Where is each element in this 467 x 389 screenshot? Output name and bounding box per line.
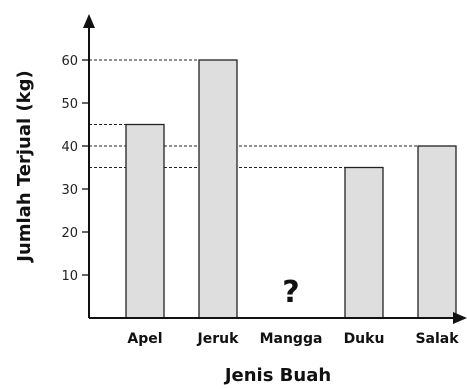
unknown-value-marker: ? bbox=[282, 275, 299, 310]
y-tick-label-10: 10 bbox=[61, 269, 78, 284]
x-category-label-jeruk: Jeruk bbox=[197, 331, 240, 347]
x-category-label-mangga: Mangga bbox=[260, 331, 323, 347]
x-category-labels: Apel Jeruk Mangga Duku Salak bbox=[127, 331, 459, 347]
bar-salak bbox=[417, 145, 457, 319]
y-ticks: 10 20 30 40 50 60 bbox=[61, 54, 89, 284]
bar-apel bbox=[125, 123, 165, 319]
y-tick-label-60: 60 bbox=[61, 54, 78, 69]
x-category-label-salak: Salak bbox=[415, 331, 459, 347]
x-axis-title: Jenis Buah bbox=[223, 365, 331, 386]
x-axis-arrow-icon bbox=[453, 312, 467, 324]
bars bbox=[125, 59, 457, 319]
axes bbox=[83, 14, 467, 324]
y-tick-label-50: 50 bbox=[61, 97, 78, 112]
y-tick-label-30: 30 bbox=[61, 183, 78, 198]
x-category-label-duku: Duku bbox=[344, 331, 385, 347]
bar-duku bbox=[344, 166, 384, 319]
x-category-label-apel: Apel bbox=[127, 331, 162, 347]
bar-jeruk bbox=[198, 59, 238, 319]
y-axis-arrow-icon bbox=[83, 14, 95, 28]
y-axis-title: Jumlah Terjual (kg) bbox=[14, 70, 35, 264]
y-tick-label-40: 40 bbox=[61, 140, 78, 155]
y-tick-label-20: 20 bbox=[61, 226, 78, 241]
